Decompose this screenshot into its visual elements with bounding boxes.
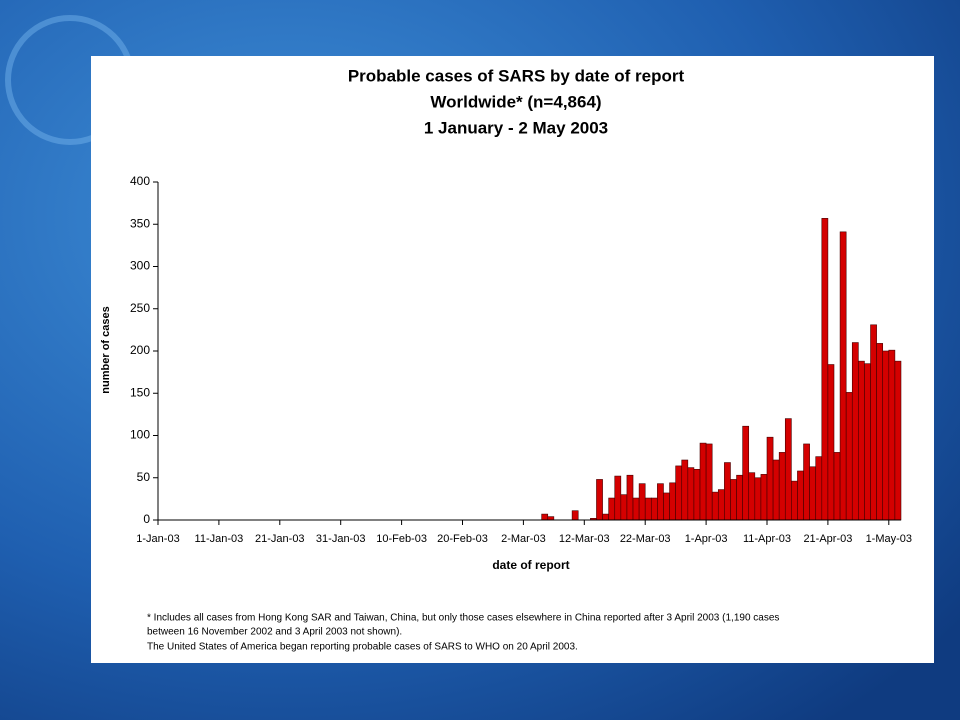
bar [766,436,774,521]
bar [547,516,555,521]
bar [687,467,695,521]
x-tick-label: 10-Feb-03 [376,533,427,545]
x-tick-label: 12-Mar-03 [559,533,610,545]
bar [644,497,652,521]
bar [663,492,670,521]
bar [675,465,683,521]
bar [614,475,622,521]
bar [784,418,792,521]
bar [626,474,634,521]
x-tick-label: 1-Apr-03 [685,533,728,545]
bar [638,483,646,521]
bar [833,452,841,521]
bar [608,497,616,521]
bar [596,479,603,521]
footnote: The United States of America began repor… [147,642,578,653]
bar [827,364,835,521]
bar [754,477,762,521]
bar [839,231,847,521]
bar [541,513,549,521]
y-tick-label: 50 [137,470,151,484]
x-tick-label: 1-May-03 [866,533,912,545]
bar [815,456,823,521]
x-axis-label: date of report [492,558,569,572]
y-tick-label: 150 [130,385,150,399]
bar [772,459,780,521]
bar [809,466,817,521]
chart-subtitle: 1 January - 2 May 2003 [424,118,608,137]
x-tick-label: 11-Jan-03 [195,533,244,545]
bar [717,489,725,521]
bar [730,479,737,521]
bar [760,474,768,521]
x-tick-label: 20-Feb-03 [437,533,488,545]
y-tick-label: 100 [130,428,150,442]
bar [821,218,829,521]
bar [742,425,750,521]
footnote: * Includes all cases from Hong Kong SAR … [147,613,779,624]
bar [571,510,579,521]
bar [748,472,756,521]
bar [791,480,798,521]
x-tick-label: 1-Jan-03 [136,533,179,545]
bar [736,474,743,521]
bar [858,360,865,521]
footnote: between 16 November 2002 and 3 April 200… [147,627,402,638]
y-tick-label: 400 [130,174,150,188]
bar [876,343,884,521]
bar [602,513,609,521]
x-tick-label: 31-Jan-03 [316,533,366,545]
bar [650,497,658,521]
x-tick-label: 2-Mar-03 [501,533,546,545]
y-tick-label: 250 [130,301,150,315]
bar [699,442,707,521]
bar [620,494,628,521]
bar [845,392,853,521]
bar [693,468,701,521]
y-axis-label: number of cases [100,306,112,393]
bar [711,491,719,521]
bar [797,470,804,521]
bar [681,459,689,521]
bar [803,443,810,521]
y-tick-label: 200 [130,343,150,357]
chart-subtitle: Worldwide* (n=4,864) [430,92,601,111]
y-tick-label: 300 [130,259,150,273]
x-tick-label: 21-Jan-03 [255,533,305,545]
bar [657,483,664,521]
y-tick-label: 350 [130,216,150,230]
x-tick-label: 11-Apr-03 [743,533,791,545]
bar [724,462,731,521]
chart-title: Probable cases of SARS by date of report [348,66,685,85]
bar [705,443,713,521]
x-tick-label: 22-Mar-03 [620,533,671,545]
bar [851,342,859,521]
bar [888,349,896,521]
bar [778,452,786,521]
bar [870,324,877,521]
x-tick-label: 21-Apr-03 [803,533,852,545]
bar [669,482,676,521]
bar [864,363,871,521]
bar [632,497,640,521]
bar [882,350,890,521]
y-tick-label: 0 [143,512,150,526]
chart-panel [91,56,934,663]
bar [894,360,902,521]
